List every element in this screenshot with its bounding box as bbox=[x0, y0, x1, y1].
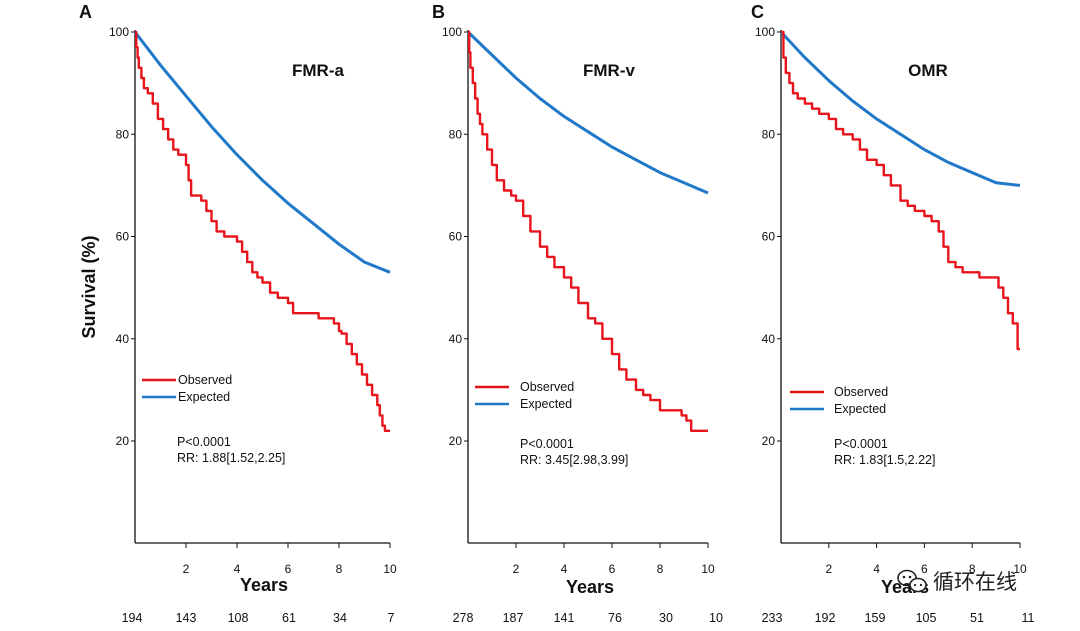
panel-a: 20 40 60 80 100 2 4 6 8 10 A FMR-a Years Observed Expe… bbox=[79, 2, 397, 625]
at-risk-count: 51 bbox=[970, 611, 984, 625]
x-tick-label: 10 bbox=[1013, 562, 1027, 576]
y-tick-label: 60 bbox=[116, 230, 130, 244]
x-tick-label: 2 bbox=[825, 562, 832, 576]
relative-risk-text: RR: 3.45[2.98,3.99] bbox=[520, 453, 628, 467]
y-tick-label: 80 bbox=[116, 127, 130, 141]
y-tick-label: 100 bbox=[109, 25, 129, 39]
legend-observed-label: Observed bbox=[520, 380, 574, 394]
at-risk-count: 61 bbox=[282, 611, 296, 625]
at-risk-count: 278 bbox=[453, 611, 474, 625]
panel-letter: C bbox=[751, 2, 764, 22]
x-axis-label: Years bbox=[240, 575, 288, 595]
wechat-icon bbox=[897, 569, 927, 593]
x-tick-label: 4 bbox=[561, 562, 568, 576]
legend-expected-label: Expected bbox=[834, 402, 886, 416]
x-tick-label: 10 bbox=[701, 562, 715, 576]
p-value-text: P<0.0001 bbox=[520, 437, 574, 451]
at-risk-count: 10 bbox=[709, 611, 723, 625]
at-risk-count: 159 bbox=[865, 611, 886, 625]
panel-letter: A bbox=[79, 2, 92, 22]
y-axis-label: Survival (%) bbox=[79, 235, 99, 338]
x-tick-label: 10 bbox=[383, 562, 397, 576]
x-tick-label: 6 bbox=[285, 562, 292, 576]
at-risk-count: 108 bbox=[228, 611, 249, 625]
panel-title: FMR-v bbox=[583, 61, 635, 80]
relative-risk-text: RR: 1.88[1.52,2.25] bbox=[177, 451, 285, 465]
y-tick-label: 100 bbox=[442, 25, 462, 39]
y-tick-label: 20 bbox=[116, 434, 130, 448]
relative-risk-text: RR: 1.83[1.5,2.22] bbox=[834, 453, 935, 467]
panel-title: FMR-a bbox=[292, 61, 344, 80]
y-tick-label: 60 bbox=[762, 230, 776, 244]
x-axis-label: Years bbox=[566, 577, 614, 597]
observed-survival-line bbox=[135, 30, 390, 432]
panel-b: 20 40 60 80 100 2 4 6 8 10 B FMR-v Years Observed Expe… bbox=[432, 2, 723, 625]
at-risk-count: 233 bbox=[762, 611, 783, 625]
x-tick-label: 8 bbox=[969, 562, 976, 576]
at-risk-count: 7 bbox=[388, 611, 395, 625]
p-value-text: P<0.0001 bbox=[177, 435, 231, 449]
expected-survival-line bbox=[466, 30, 709, 195]
observed-survival-line bbox=[468, 30, 708, 432]
legend-observed-label: Observed bbox=[178, 373, 232, 387]
expected-survival-line bbox=[133, 31, 391, 274]
observed-survival-line bbox=[781, 30, 1020, 351]
legend-expected-label: Expected bbox=[520, 397, 572, 411]
x-tick-label: 8 bbox=[336, 562, 343, 576]
y-tick-label: 40 bbox=[762, 332, 776, 346]
legend-expected-label: Expected bbox=[178, 390, 230, 404]
y-tick-label: 60 bbox=[449, 230, 463, 244]
watermark: 循环在线 bbox=[897, 569, 1017, 594]
legend-observed-label: Observed bbox=[834, 385, 888, 399]
p-value-text: P<0.0001 bbox=[834, 437, 888, 451]
y-tick-label: 40 bbox=[116, 332, 130, 346]
chart-panels: 20 40 60 80 100 2 4 6 8 10 A FMR-a Years Observed Expe… bbox=[79, 2, 1035, 625]
at-risk-count: 34 bbox=[333, 611, 347, 625]
y-tick-label: 80 bbox=[762, 127, 776, 141]
x-tick-label: 4 bbox=[234, 562, 241, 576]
at-risk-count: 194 bbox=[122, 611, 143, 625]
at-risk-count: 105 bbox=[916, 611, 937, 625]
at-risk-count: 11 bbox=[1022, 611, 1035, 625]
at-risk-count: 76 bbox=[608, 611, 622, 625]
x-tick-label: 4 bbox=[873, 562, 880, 576]
y-tick-label: 100 bbox=[755, 25, 775, 39]
panel-letter: B bbox=[432, 2, 445, 22]
x-tick-label: 6 bbox=[921, 562, 928, 576]
y-tick-label: 20 bbox=[762, 434, 776, 448]
expected-survival-line bbox=[779, 30, 1021, 187]
at-risk-count: 192 bbox=[815, 611, 836, 625]
x-tick-label: 2 bbox=[513, 562, 520, 576]
watermark-text: 循环在线 bbox=[933, 570, 1017, 594]
y-tick-label: 20 bbox=[449, 434, 463, 448]
x-tick-label: 2 bbox=[183, 562, 190, 576]
at-risk-count: 141 bbox=[554, 611, 575, 625]
y-tick-label: 80 bbox=[449, 127, 463, 141]
at-risk-count: 187 bbox=[503, 611, 524, 625]
at-risk-count: 143 bbox=[176, 611, 197, 625]
x-tick-label: 8 bbox=[657, 562, 664, 576]
y-tick-label: 40 bbox=[449, 332, 463, 346]
panel-title: OMR bbox=[908, 61, 948, 80]
at-risk-count: 30 bbox=[659, 611, 673, 625]
x-tick-label: 6 bbox=[609, 562, 616, 576]
